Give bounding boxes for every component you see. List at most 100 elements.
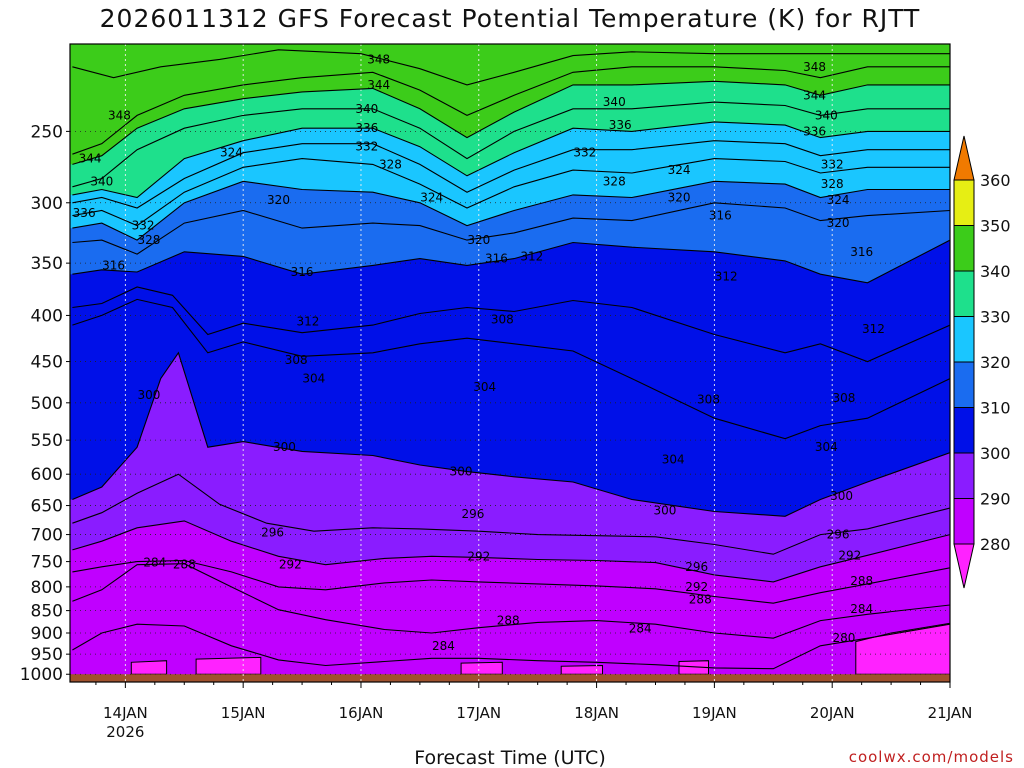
isentrope-304: [72, 298, 950, 440]
colorbar-label: 310: [980, 399, 1011, 418]
band-fill-344: [70, 44, 950, 155]
colorbar-segment: [953, 270, 975, 317]
contour-label: 292: [838, 548, 861, 562]
contour-label: 328: [821, 177, 844, 191]
contour-label: 284: [143, 556, 166, 570]
isentrope-336: [72, 101, 950, 188]
contour-label: 348: [367, 52, 390, 66]
colorbar-segment-min: [953, 543, 975, 589]
y-tick-label: 600: [31, 465, 63, 485]
contour-label: 336: [73, 206, 96, 220]
contour-label: 340: [603, 95, 626, 109]
isentrope-292: [72, 520, 950, 583]
y-tick-label: 650: [31, 497, 63, 517]
colorbar-label: 300: [980, 444, 1011, 463]
contour-label: 340: [815, 108, 838, 122]
contour-label: 308: [285, 353, 308, 367]
x-tick-label: 17JAN: [456, 704, 501, 722]
contour-label: 316: [102, 258, 125, 272]
isentrope-348: [72, 49, 950, 86]
contour-label: 348: [803, 60, 826, 74]
contour-label: 336: [355, 121, 378, 135]
x-axis-label: Forecast Time (UTC): [414, 747, 605, 768]
contour-label: 288: [689, 592, 712, 606]
isentrope-320: [72, 180, 950, 241]
contour-label: 288: [497, 614, 520, 628]
contour-label: 284: [629, 622, 652, 636]
y-tick-label: 1000: [20, 665, 63, 685]
isentrope-324: [72, 158, 950, 227]
colorbar-segment: [953, 179, 975, 226]
contour-label: 324: [668, 163, 691, 177]
contour-label: 308: [697, 393, 720, 407]
colorbar-label: 280: [980, 535, 1011, 554]
contour-label: 288: [850, 574, 873, 588]
contour-label: 304: [815, 440, 838, 454]
y-tick-label: 750: [31, 553, 63, 573]
contour-label: 332: [355, 140, 378, 154]
contour-label: 328: [137, 233, 160, 247]
isentrope-332: [72, 121, 950, 199]
contour-label: 316: [485, 252, 508, 266]
plot-frame: [69, 43, 951, 683]
y-tick-label: 500: [31, 394, 63, 414]
contour-label: 332: [573, 146, 596, 160]
contour-label: 344: [803, 88, 826, 102]
contour-label: 332: [132, 219, 155, 233]
y-tick-label: 850: [31, 602, 63, 622]
contour-label: 316: [709, 209, 732, 223]
x-tick-label: 15JAN: [221, 704, 266, 722]
x-tick-sublabel: 2026: [106, 723, 144, 741]
colorbar-segment: [953, 225, 975, 272]
y-tick-label: 800: [31, 578, 63, 598]
isentrope-308: [72, 286, 950, 363]
contour-label: 340: [355, 102, 378, 116]
contour-label: 288: [173, 558, 196, 572]
contour-label: 312: [862, 322, 885, 336]
contour-label: 324: [220, 146, 243, 160]
colorbar-label: 340: [980, 262, 1011, 281]
contour-label: 296: [685, 560, 708, 574]
y-tick-label: 250: [31, 122, 63, 142]
x-tick-label: 19JAN: [692, 704, 737, 722]
warm-pocket-3: [560, 664, 603, 675]
contour-label: 312: [297, 314, 320, 328]
isentrope-284: [72, 563, 950, 639]
contour-label: 300: [450, 465, 473, 479]
colorbar-label: 360: [980, 171, 1011, 190]
isentrope-328: [72, 140, 950, 209]
colorbar-label: 350: [980, 217, 1011, 236]
x-tick-label: 21JAN: [928, 704, 973, 722]
colorbar-segment-max: [953, 135, 975, 181]
isentrope-344: [72, 66, 950, 155]
y-tick-label: 300: [31, 194, 63, 214]
colorbar-segment: [953, 361, 975, 408]
contour-label: 300: [273, 440, 296, 454]
y-tick-label: 950: [31, 645, 63, 665]
contour-label: 284: [432, 639, 455, 653]
contour-label: 332: [821, 157, 844, 171]
contour-label: 280: [833, 631, 856, 645]
colorbar-segment: [953, 407, 975, 454]
contour-label: 324: [827, 193, 850, 207]
contour-label: 316: [291, 265, 314, 279]
ground-strip: [70, 674, 950, 682]
x-tick-label: 14JAN: [103, 704, 148, 722]
isentrope-288: [72, 559, 950, 604]
isentrope-280: [72, 623, 950, 670]
x-tick-label: 20JAN: [810, 704, 855, 722]
isentrope-300: [72, 351, 950, 517]
colorbar-label: 330: [980, 308, 1011, 327]
contour-label: 344: [79, 152, 102, 166]
contour-label: 304: [302, 372, 325, 386]
contour-label: 344: [367, 78, 390, 92]
y-tick-label: 700: [31, 526, 63, 546]
contour-label: 292: [279, 558, 302, 572]
contour-label: 292: [685, 580, 708, 594]
warm-pocket-2: [460, 661, 503, 675]
contour-label: 328: [379, 157, 402, 171]
colorbar-segment: [953, 452, 975, 499]
contour-label: 324: [420, 191, 443, 205]
contour-label: 348: [108, 108, 131, 122]
